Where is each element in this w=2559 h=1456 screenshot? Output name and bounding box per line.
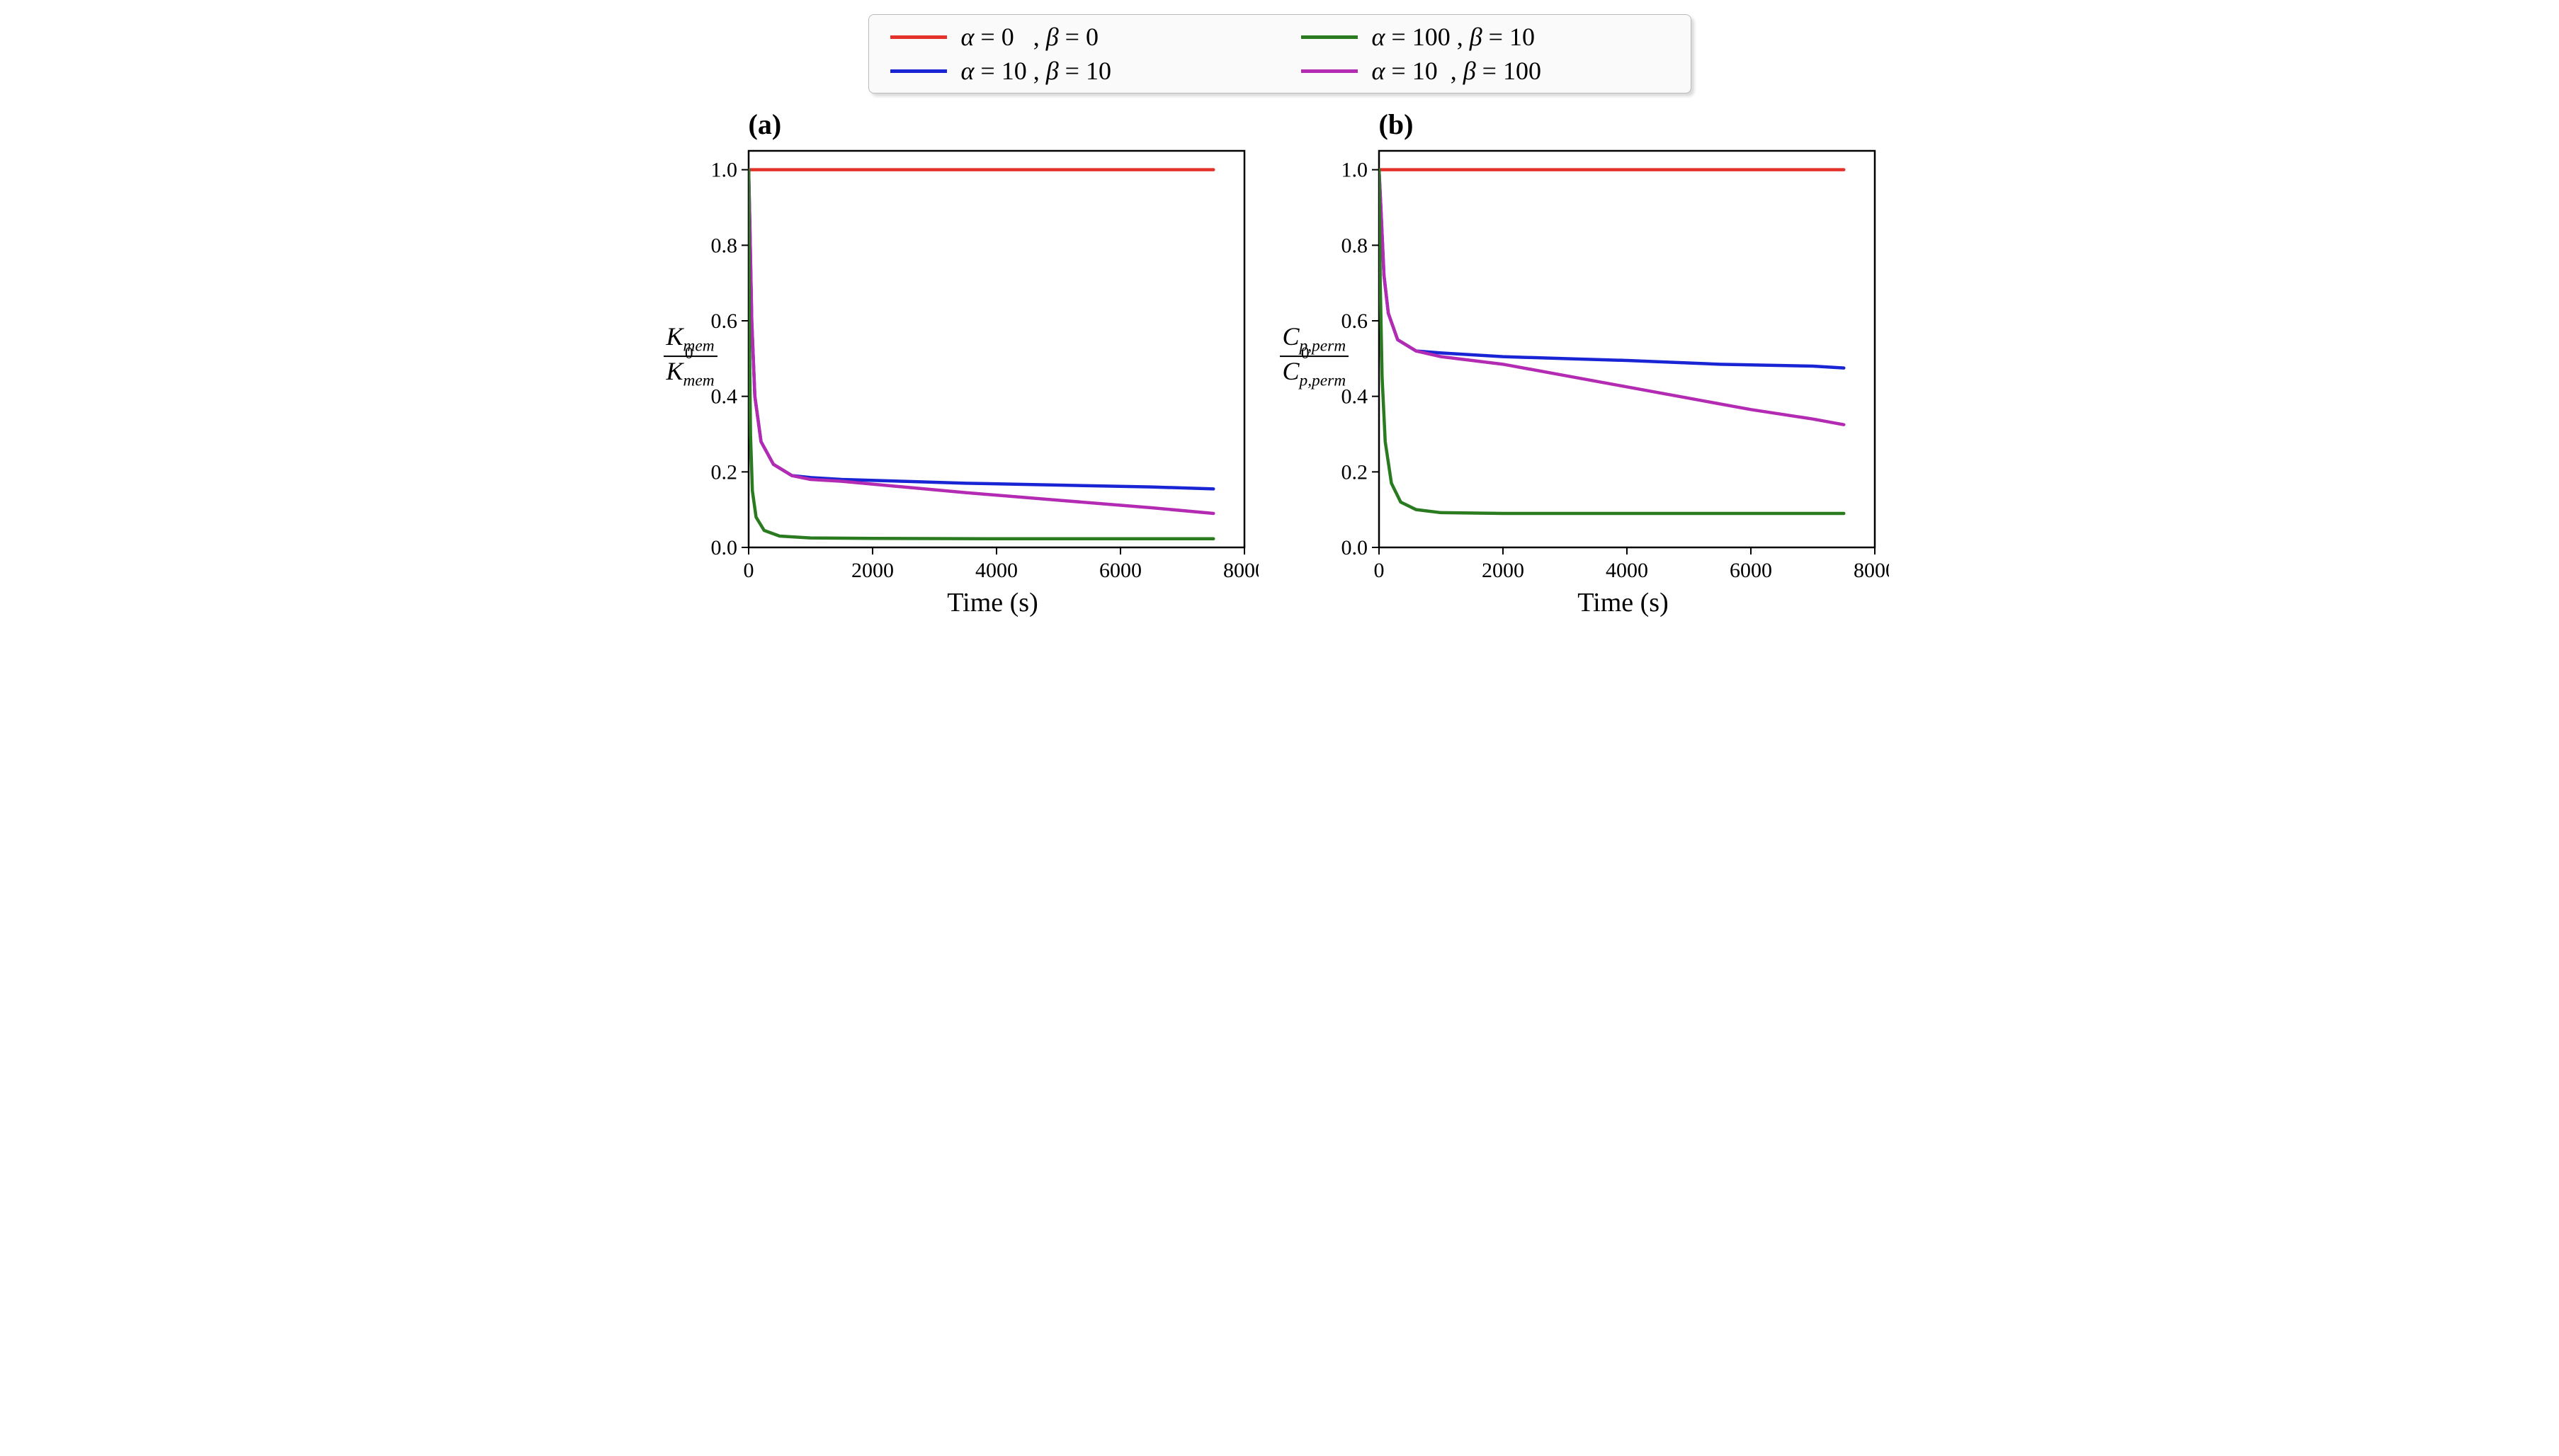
chart-a: 020004000600080000.00.20.40.60.81.0 — [671, 144, 1259, 583]
svg-text:1.0: 1.0 — [1341, 159, 1368, 182]
panel-b: (b) Cp,perm C0p,perm 020004000600080000.… — [1301, 108, 1889, 618]
legend-swatch — [1301, 35, 1358, 39]
legend-swatch — [1301, 69, 1358, 73]
svg-text:0.2: 0.2 — [710, 460, 737, 484]
x-axis-label: Time (s) — [727, 587, 1259, 618]
svg-text:4000: 4000 — [975, 559, 1018, 582]
legend: α = 0 , β = 0 α = 100 , β = 10 α = 10 , … — [868, 14, 1691, 93]
legend-item: α = 100 , β = 10 — [1301, 22, 1669, 52]
svg-text:0.0: 0.0 — [710, 536, 737, 559]
svg-text:8000: 8000 — [1854, 559, 1889, 582]
panel-letter: (b) — [1379, 108, 1889, 141]
svg-text:6000: 6000 — [1099, 559, 1142, 582]
legend-label: α = 10 , β = 100 — [1372, 56, 1541, 86]
svg-text:0.0: 0.0 — [1341, 536, 1368, 559]
svg-text:4000: 4000 — [1606, 559, 1648, 582]
legend-item: α = 10 , β = 100 — [1301, 56, 1669, 86]
x-axis-label: Time (s) — [1358, 587, 1889, 618]
svg-text:8000: 8000 — [1223, 559, 1259, 582]
panel-a: (a) Kmem K0mem 020004000600080000.00.20.… — [671, 108, 1259, 618]
svg-text:2000: 2000 — [851, 559, 894, 582]
y-axis-label: Kmem K0mem — [664, 324, 717, 389]
svg-text:1.0: 1.0 — [710, 159, 737, 182]
legend-swatch — [890, 69, 947, 73]
legend-label: α = 0 , β = 0 — [961, 22, 1099, 52]
legend-swatch — [890, 35, 947, 39]
svg-text:0: 0 — [743, 559, 754, 582]
legend-label: α = 10 , β = 10 — [961, 56, 1111, 86]
svg-text:0: 0 — [1373, 559, 1384, 582]
chart-b: 020004000600080000.00.20.40.60.81.0 — [1301, 144, 1889, 583]
svg-text:0.8: 0.8 — [1341, 234, 1368, 257]
svg-text:6000: 6000 — [1730, 559, 1772, 582]
svg-text:0.2: 0.2 — [1341, 460, 1368, 484]
svg-text:0.8: 0.8 — [710, 234, 737, 257]
panel-letter: (a) — [749, 108, 1259, 141]
legend-item: α = 0 , β = 0 — [890, 22, 1259, 52]
svg-text:2000: 2000 — [1482, 559, 1524, 582]
y-axis-label: Cp,perm C0p,perm — [1280, 324, 1349, 389]
panels: (a) Kmem K0mem 0 2000 4000 6000 8000 0.0 0.2 0.… — [642, 108, 1917, 618]
legend-item: α = 10 , β = 10 — [890, 56, 1259, 86]
legend-label: α = 100 , β = 10 — [1372, 22, 1535, 52]
figure: α = 0 , β = 0 α = 100 , β = 10 α = 10 , … — [642, 14, 1917, 618]
